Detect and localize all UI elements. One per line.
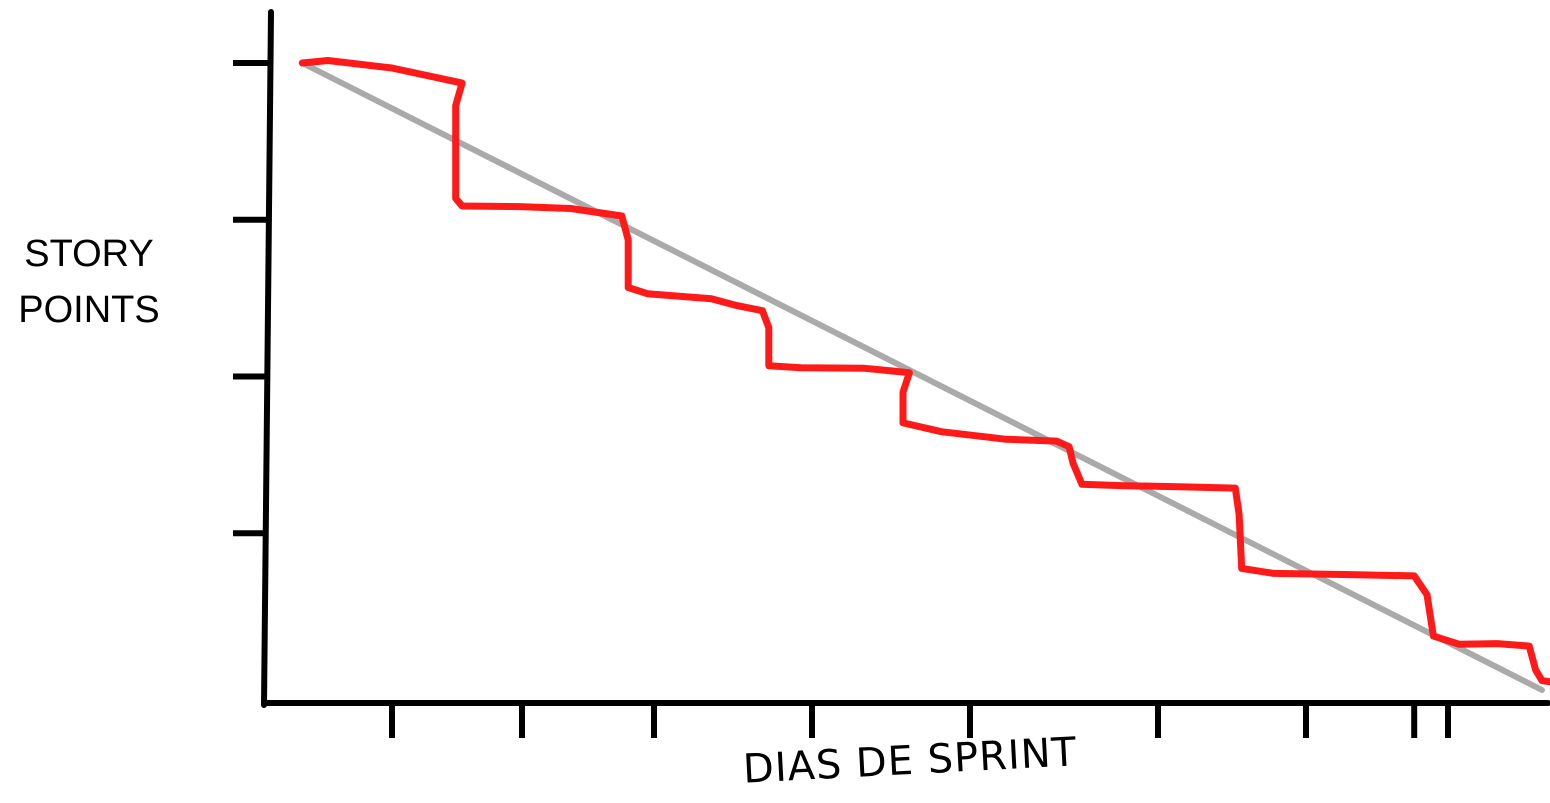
actual-line-layer <box>302 61 1550 683</box>
y-axis <box>264 12 271 705</box>
x-ticks <box>392 703 1448 738</box>
y-ticks <box>233 63 268 533</box>
actual-burndown-line <box>302 61 1550 683</box>
ideal-line-layer <box>302 63 1542 690</box>
y-axis-label: STORY POINTS <box>14 226 164 338</box>
y-axis-label-line-2: POINTS <box>14 282 164 338</box>
ideal-burndown-line <box>302 63 1542 690</box>
y-axis-label-line-1: STORY <box>14 226 164 282</box>
